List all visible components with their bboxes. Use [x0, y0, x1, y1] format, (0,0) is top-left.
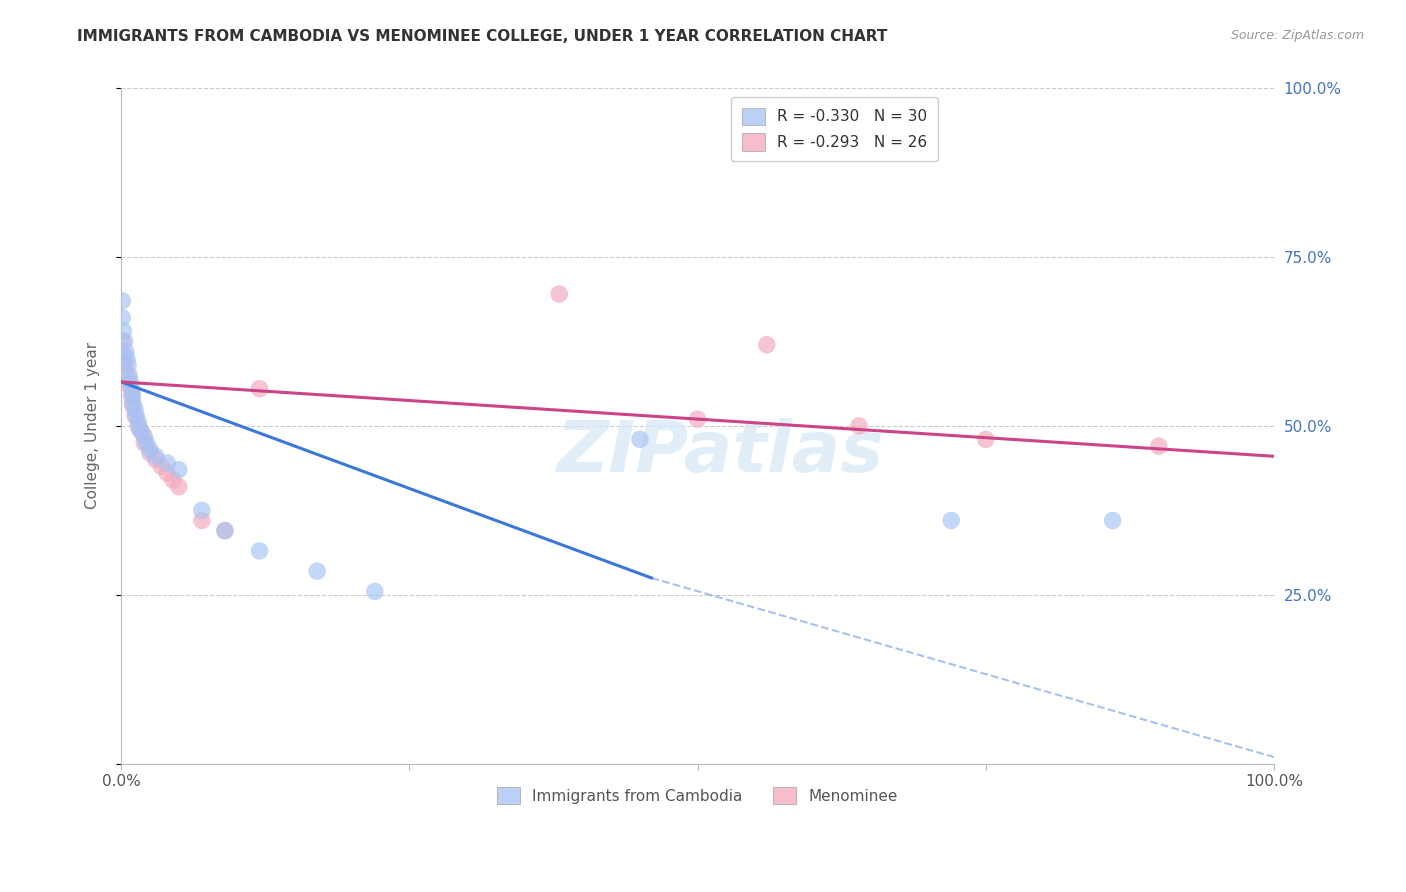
Text: Source: ZipAtlas.com: Source: ZipAtlas.com: [1230, 29, 1364, 42]
Point: [111, 293, 134, 308]
Point: [249, 544, 271, 558]
Point: [125, 409, 148, 423]
Point: [191, 503, 214, 517]
Text: IMMIGRANTS FROM CAMBODIA VS MENOMINEE COLLEGE, UNDER 1 YEAR CORRELATION CHART: IMMIGRANTS FROM CAMBODIA VS MENOMINEE CO…: [77, 29, 887, 44]
Y-axis label: College, Under 1 year: College, Under 1 year: [86, 343, 100, 509]
Point: [124, 401, 146, 416]
Point: [139, 442, 162, 457]
Point: [121, 388, 143, 402]
Point: [128, 422, 150, 436]
Point: [214, 524, 236, 538]
Point: [127, 416, 149, 430]
Point: [156, 456, 179, 470]
Point: [118, 378, 141, 392]
Point: [249, 382, 271, 396]
Point: [848, 418, 870, 433]
Point: [127, 418, 149, 433]
Point: [134, 429, 156, 443]
Point: [167, 463, 190, 477]
Point: [974, 433, 997, 447]
Point: [191, 514, 214, 528]
Point: [117, 358, 139, 372]
Point: [114, 334, 136, 349]
Point: [115, 368, 138, 383]
Legend: Immigrants from Cambodia, Menominee: Immigrants from Cambodia, Menominee: [488, 778, 907, 814]
Point: [134, 435, 156, 450]
Point: [156, 466, 179, 480]
Point: [121, 382, 143, 396]
Point: [139, 446, 162, 460]
Point: [307, 564, 329, 578]
Point: [121, 388, 143, 402]
Point: [115, 351, 138, 366]
Point: [214, 524, 236, 538]
Point: [548, 287, 571, 301]
Point: [111, 310, 134, 325]
Point: [135, 435, 157, 450]
Point: [120, 375, 142, 389]
Point: [111, 334, 134, 349]
Point: [150, 459, 173, 474]
Point: [167, 480, 190, 494]
Point: [114, 358, 136, 372]
Point: [121, 395, 143, 409]
Point: [114, 344, 136, 359]
Point: [131, 425, 153, 440]
Text: ZIPatlas: ZIPatlas: [557, 418, 884, 487]
Point: [112, 324, 135, 338]
Point: [162, 473, 184, 487]
Point: [145, 452, 167, 467]
Point: [628, 433, 651, 447]
Point: [686, 412, 709, 426]
Point: [1101, 514, 1123, 528]
Point: [941, 514, 963, 528]
Point: [145, 450, 167, 464]
Point: [118, 368, 141, 383]
Point: [124, 409, 146, 423]
Point: [121, 399, 143, 413]
Point: [364, 584, 387, 599]
Point: [755, 337, 778, 351]
Point: [112, 348, 135, 362]
Point: [1147, 439, 1170, 453]
